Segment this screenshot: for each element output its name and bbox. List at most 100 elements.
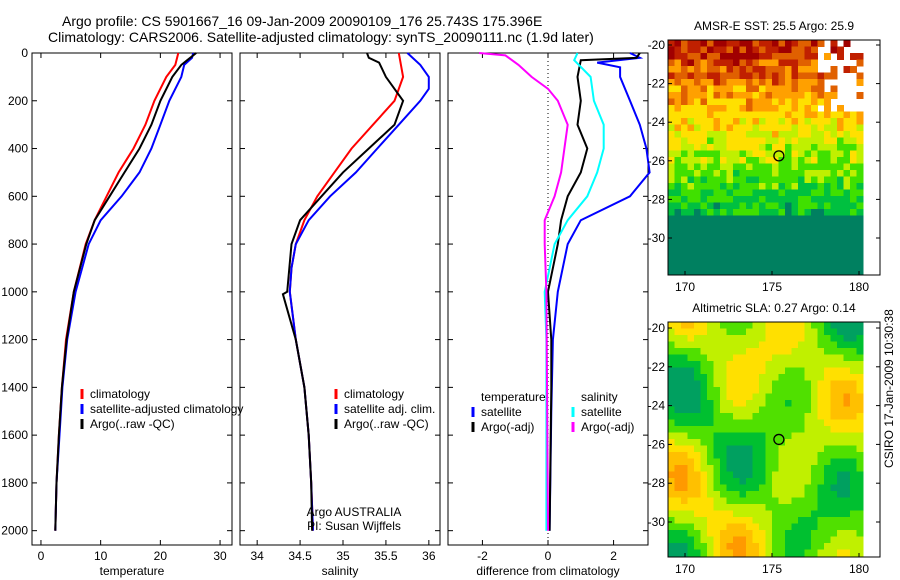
- map-cell: [765, 92, 773, 99]
- map-cell: [772, 426, 779, 433]
- map-cell: [707, 523, 714, 531]
- map-cell: [759, 79, 766, 86]
- map-cell: [733, 79, 740, 86]
- map-cell: [811, 432, 818, 440]
- map-cell: [739, 267, 747, 275]
- y-tick-label: 1400: [1, 380, 28, 394]
- map-cell: [720, 53, 727, 60]
- map-cell: [830, 361, 838, 368]
- x-tick-label: -2: [477, 549, 488, 563]
- map-cell: [798, 98, 805, 106]
- map-cell: [856, 510, 864, 518]
- map-cell: [681, 150, 688, 158]
- map-cell: [778, 228, 786, 236]
- map-cell: [752, 118, 760, 125]
- map-cell: [772, 248, 779, 255]
- map-cell: [713, 536, 721, 544]
- map-cell: [772, 183, 779, 190]
- map-cell: [733, 374, 740, 381]
- map-cell: [700, 241, 708, 249]
- map-cell: [759, 261, 766, 268]
- map-cell: [798, 367, 805, 375]
- map-cell: [668, 46, 675, 54]
- map-cell: [791, 510, 799, 518]
- map-cell: [681, 59, 688, 67]
- map-cell: [687, 380, 695, 388]
- map-cell: [733, 215, 740, 223]
- map-cell: [720, 322, 727, 329]
- map-cell: [837, 361, 844, 368]
- map-cell: [824, 118, 831, 125]
- map-cell: [804, 361, 812, 368]
- map-cell: [720, 341, 727, 349]
- map-cell: [772, 157, 779, 164]
- map-cell: [817, 471, 825, 479]
- map-cell: [713, 228, 721, 236]
- map-cell: [752, 66, 760, 73]
- map-cell: [817, 215, 825, 223]
- map-cell: [817, 406, 825, 414]
- map-cell: [674, 322, 682, 329]
- map-cell: [694, 59, 701, 67]
- map-cell: [726, 491, 734, 498]
- map-cell: [733, 189, 740, 197]
- map-cell: [791, 348, 799, 355]
- map-cell: [791, 79, 799, 86]
- map-cell: [752, 328, 760, 336]
- map-cell: [850, 536, 857, 544]
- map-cell: [700, 465, 708, 472]
- map-cell: [713, 170, 721, 177]
- map-cell: [798, 46, 805, 54]
- map-cell: [791, 59, 799, 67]
- map-cell: [830, 452, 838, 459]
- map-cell: [713, 484, 721, 492]
- map-cell: [843, 445, 851, 453]
- map-cell: [733, 228, 740, 236]
- map-cell: [850, 497, 857, 505]
- map-cell: [759, 176, 766, 184]
- map-cell: [726, 458, 734, 466]
- map-cell: [856, 341, 864, 349]
- map-cell: [674, 393, 682, 401]
- map-cell: [798, 189, 805, 197]
- map-cell: [681, 202, 688, 210]
- map-cell: [824, 248, 831, 255]
- map-cell: [804, 380, 812, 388]
- map-cell: [674, 374, 682, 381]
- map-cell: [778, 170, 786, 177]
- map-cell: [700, 361, 708, 368]
- map-cell: [752, 543, 760, 550]
- map-cell: [759, 426, 766, 433]
- map-cell: [765, 341, 773, 349]
- map-cell: [668, 452, 675, 459]
- map-cell: [720, 458, 727, 466]
- map-cell: [798, 183, 805, 190]
- map-cell: [824, 432, 831, 440]
- map-cell: [778, 465, 786, 472]
- map-cell: [700, 150, 708, 158]
- legend-entry: Argo(..raw -QC): [90, 417, 175, 431]
- map-cell: [726, 248, 734, 255]
- map-cell: [817, 458, 825, 466]
- map-cell: [720, 150, 727, 158]
- map-cell: [830, 111, 838, 119]
- map-cell: [713, 267, 721, 275]
- map-cell: [856, 393, 864, 401]
- map-cell: [739, 380, 747, 388]
- map-cell: [798, 439, 805, 446]
- map-cell: [739, 419, 747, 427]
- map-cell: [817, 176, 825, 184]
- map-cell: [843, 497, 851, 505]
- map-cell: [765, 406, 773, 414]
- map-cell: [726, 66, 734, 73]
- map-cell: [700, 439, 708, 446]
- map-cell: [778, 517, 786, 524]
- map-cell: [830, 46, 838, 54]
- map-cell: [746, 543, 753, 550]
- map-cell: [850, 111, 857, 119]
- map-cell: [772, 536, 779, 544]
- map-cell: [811, 497, 818, 505]
- map-cell: [811, 176, 818, 184]
- map-cell: [687, 157, 695, 164]
- map-cell: [824, 176, 831, 184]
